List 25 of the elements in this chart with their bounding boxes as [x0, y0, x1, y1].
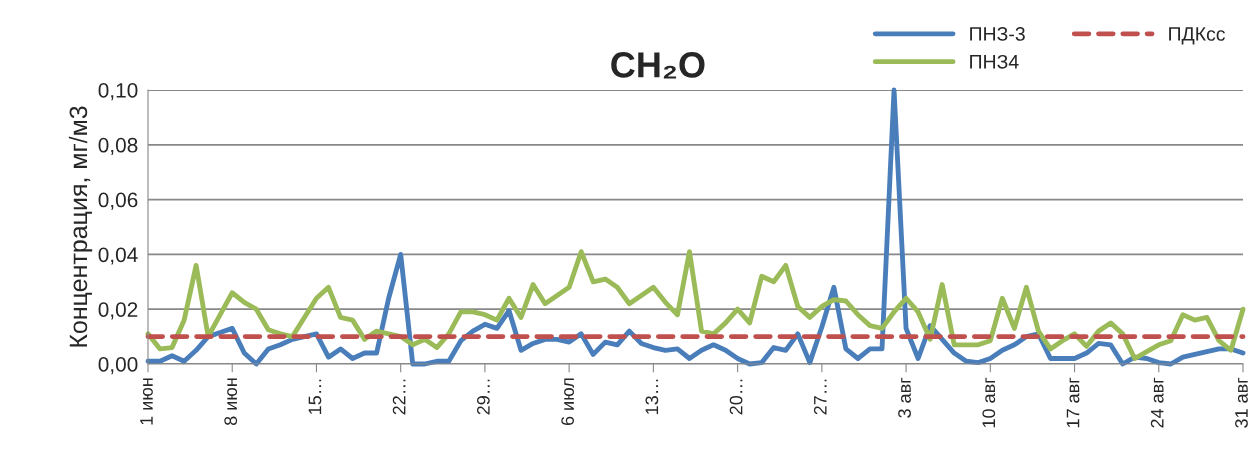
x-tick-label: 29…	[476, 379, 490, 415]
x-tick-label: 15…	[308, 379, 322, 414]
legend-label: ПНЗ-3	[970, 27, 1025, 41]
y-tick-label: 0,10	[98, 83, 138, 101]
y-tick-label: 0,02	[98, 302, 138, 320]
y-tick-label: 0,04	[98, 247, 138, 265]
chart-title: CH₂O	[611, 52, 705, 79]
x-tick-label: 27…	[813, 379, 827, 415]
x-tick-label: 10 авг	[982, 377, 996, 428]
y-tick-label: 0,00	[98, 357, 138, 375]
x-tick-label: 17 авг	[1066, 377, 1080, 428]
x-tick-label: 3 авг	[898, 377, 911, 418]
legend-label: ПНЗ4	[970, 54, 1019, 69]
x-tick-label: 31 авг	[1235, 377, 1248, 428]
y-tick-label: 0,08	[98, 137, 138, 156]
x-tick-label: 24 авг	[1150, 377, 1164, 428]
x-tick-label: 22…	[392, 379, 406, 415]
x-tick-label: 1 июн	[140, 378, 153, 425]
legend-label: ПДКсс	[1169, 27, 1225, 45]
x-tick-label: 6 июл	[561, 378, 574, 426]
x-tick-label: 8 июн	[224, 378, 238, 426]
x-tick-label: 13…	[645, 379, 659, 414]
x-tick-label: 20…	[729, 379, 743, 415]
y-tick-label: 0,06	[98, 192, 138, 210]
y-axis-title: Концентрация, мг/м3	[68, 106, 93, 347]
